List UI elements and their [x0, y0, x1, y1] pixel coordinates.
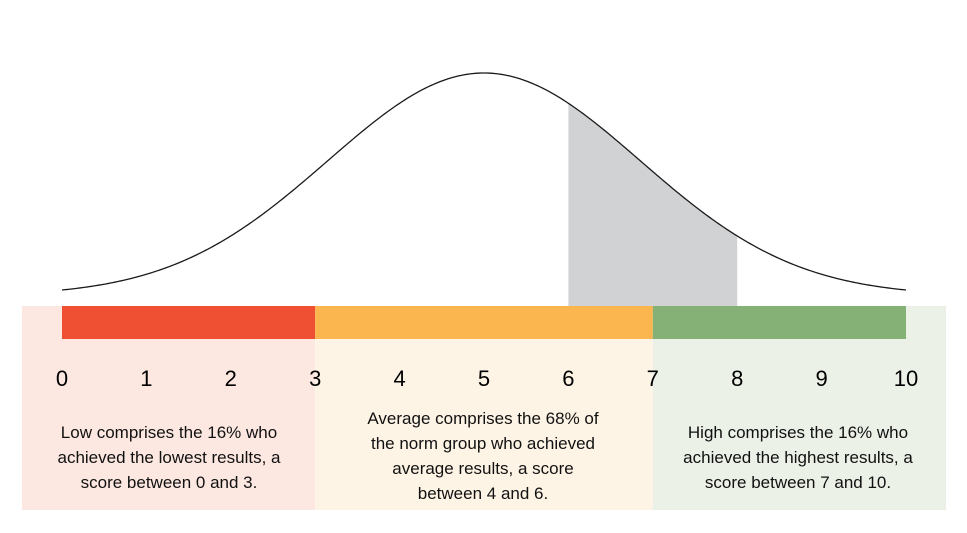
- band-background-average: [315, 306, 653, 510]
- description-line: Low comprises the 16% who: [60, 423, 278, 442]
- score-bar-average: [315, 306, 653, 339]
- description-line: the norm group who achieved: [371, 434, 595, 453]
- band-background-low: [22, 306, 316, 510]
- band-description-low: Low comprises the 16% who achieved the l…: [22, 420, 316, 495]
- x-axis-ticks: 0 1 2 3 4 5 6 7 8 9 10: [56, 366, 918, 391]
- tick-label-5: 5: [478, 366, 490, 391]
- tick-label-3: 3: [309, 366, 321, 391]
- description-line: score between 0 and 3.: [80, 473, 258, 492]
- score-bar-low: [62, 306, 316, 339]
- description-line: achieved the highest results, a: [683, 448, 913, 467]
- description-line: average results, a score: [392, 459, 574, 478]
- description-line: score between 7 and 10.: [704, 473, 892, 492]
- highlight-region: [568, 103, 738, 306]
- band-background-high: [652, 306, 946, 510]
- tick-label-4: 4: [393, 366, 405, 391]
- tick-label-6: 6: [562, 366, 574, 391]
- tick-label-1: 1: [140, 366, 152, 391]
- description-line: between 4 and 6.: [417, 484, 549, 503]
- description-line: High comprises the 16% who: [687, 423, 909, 442]
- tick-label-9: 9: [815, 366, 827, 391]
- band-description-high: High comprises the 16% who achieved the …: [650, 420, 946, 495]
- tick-label-8: 8: [731, 366, 743, 391]
- score-bar-high: [652, 306, 906, 339]
- tick-label-7: 7: [647, 366, 659, 391]
- description-line: Average comprises the 68% of: [367, 409, 599, 428]
- tick-label-2: 2: [225, 366, 237, 391]
- tick-label-10: 10: [894, 366, 918, 391]
- bell-curve-line: [61, 72, 907, 291]
- description-line: achieved the lowest results, a: [57, 448, 281, 467]
- tick-label-0: 0: [56, 366, 68, 391]
- band-description-average: Average comprises the 68% of the norm gr…: [316, 406, 650, 506]
